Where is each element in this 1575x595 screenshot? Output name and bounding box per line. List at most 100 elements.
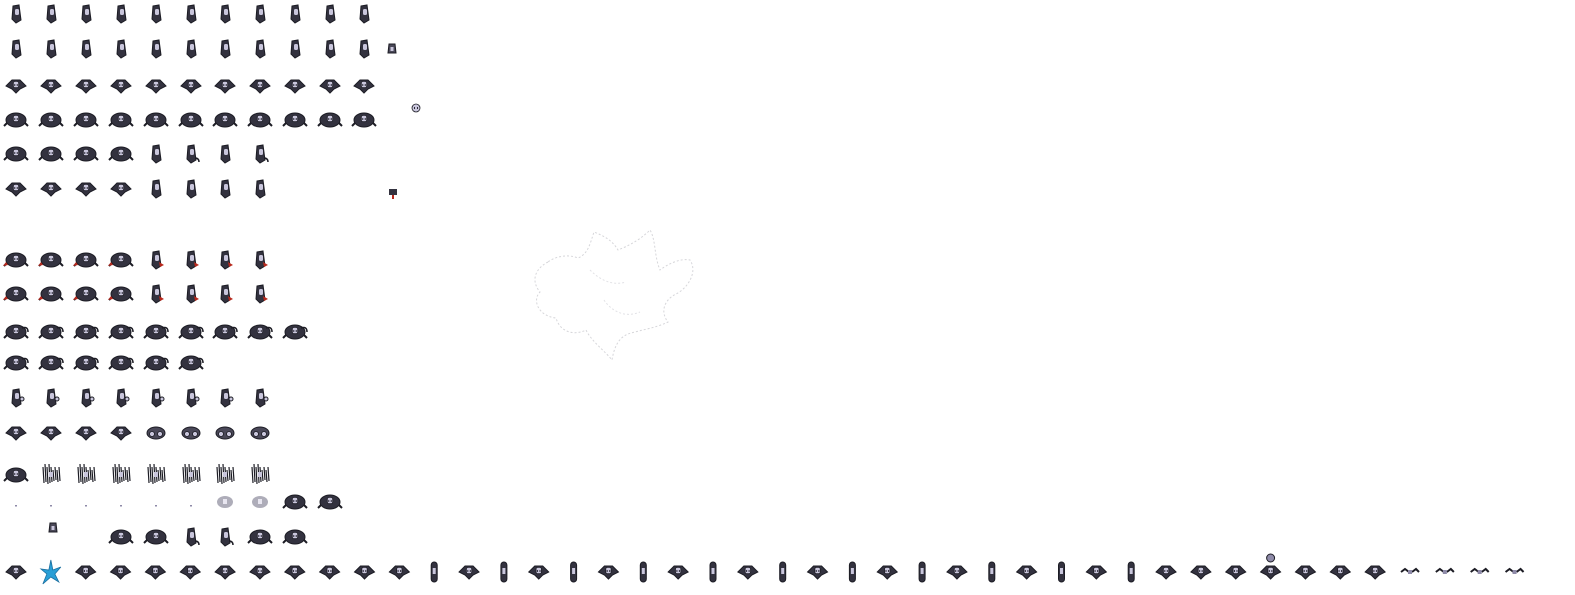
sprite-frame-round-tail <box>108 355 134 371</box>
sprite-row-r15 <box>48 522 308 547</box>
sprite-frame-fade <box>252 496 268 508</box>
sprite-frame-round <box>282 112 308 128</box>
sprite-frame-scatter <box>1400 567 1420 574</box>
sprite-frame-side <box>255 179 266 199</box>
sprite-frame-wide <box>75 426 97 441</box>
sprite-row-r8 <box>3 284 268 304</box>
sprite-frame-wide <box>110 182 132 197</box>
sprite-frame-wide <box>597 565 620 580</box>
sprite-frame-wide <box>1015 565 1038 580</box>
sprite-frame-wide <box>5 182 27 197</box>
sprite-frame-wide <box>74 565 97 580</box>
sprite-frame-wide <box>458 565 480 580</box>
sprite-frame-tiny-tag <box>389 189 397 199</box>
sprite-frame-side-ring <box>46 388 60 408</box>
sprite-frame-side-ring <box>151 388 165 408</box>
sprite-frame-round-tail <box>178 355 204 371</box>
sprite-frame-side <box>186 4 197 24</box>
sprite-frame-side-ring <box>11 388 25 408</box>
sprite-frame-round <box>317 494 343 510</box>
sprite-frame-round-tail <box>38 324 64 340</box>
sprite-frame-curl <box>215 426 235 440</box>
sprite-frame-side <box>46 39 57 59</box>
sprite-frame-capsule <box>430 561 438 583</box>
sprite-frame-side <box>359 39 370 59</box>
sprite-frame-dot <box>15 505 17 507</box>
sprite-frame-shatter <box>112 463 131 485</box>
sprite-row-r9 <box>3 324 308 340</box>
sprite-frame-small-head <box>387 43 397 54</box>
sprite-frame-wide <box>388 565 411 580</box>
sprite-frame-tiny-ghost <box>411 103 421 113</box>
sprite-frame-side-red <box>186 284 199 304</box>
sprite-frame-capsule <box>848 561 856 583</box>
sprite-frame-round-tail <box>282 324 308 340</box>
sprite-row-r7 <box>3 250 268 270</box>
sprite-frame-wide <box>144 565 167 580</box>
sprite-frame-round <box>38 112 64 128</box>
sprite-frame-wide <box>1155 565 1177 580</box>
sprite-frame-wide <box>5 565 27 580</box>
sprite-frame-round-tail <box>3 324 29 340</box>
sprite-frame-dot <box>85 505 87 507</box>
sprite-frame-wide <box>876 565 899 580</box>
sprite-frame-dot <box>155 505 157 507</box>
sprite-frame-dot <box>190 505 192 507</box>
sprite-frame-wide <box>1329 565 1352 580</box>
sprite-frame-wide <box>667 565 689 580</box>
sprite-frame-wide-head <box>1259 553 1282 580</box>
sprite-frame-side <box>325 39 336 59</box>
sprite-frame-wide <box>353 565 376 580</box>
sprite-frame-side <box>186 39 197 59</box>
sprite-frame-wide <box>249 565 271 580</box>
sprite-frame-side-curl <box>186 527 200 547</box>
sprite-frame-wide <box>319 79 341 94</box>
sprite-frame-side <box>116 4 127 24</box>
sprite-frame-side-ring <box>116 388 130 408</box>
sprite-frame-round <box>282 494 308 510</box>
sprite-frame-round-red <box>3 286 29 302</box>
sprite-frame-side <box>116 39 127 59</box>
sprite-frame-side-red <box>220 250 233 270</box>
sprite-frame-side <box>255 4 266 24</box>
sprite-frame-round-tail <box>212 324 238 340</box>
sprite-frame-shatter <box>147 463 166 485</box>
sprite-frame-wide <box>180 79 202 94</box>
sprite-frame-capsule <box>1058 561 1065 583</box>
sprite-frame-side <box>290 4 301 24</box>
sprite-frame-wide <box>1294 565 1317 580</box>
sprite-frame-round-red <box>108 252 134 268</box>
sprite-frame-wide <box>737 565 759 580</box>
sprite-frame-wide <box>40 426 62 441</box>
sprite-row-r1 <box>11 4 370 24</box>
sprite-frame-round-tail <box>38 355 64 371</box>
sprite-frame-capsule <box>779 561 787 583</box>
sprite-frame-wide <box>214 565 236 580</box>
sprite-frame-side <box>290 39 301 59</box>
sprite-frame-curl <box>250 426 270 440</box>
sprite-frame-round <box>108 529 134 545</box>
sprite-frame-wide <box>1190 565 1212 580</box>
sprite-frame-wide <box>5 79 27 94</box>
sprite-frame-fade <box>217 496 233 508</box>
sprite-frame-capsule <box>639 561 647 583</box>
sprite-frame-round <box>351 112 377 128</box>
sprite-row-r14 <box>15 494 343 510</box>
sprite-frame-round-tail <box>247 324 273 340</box>
sprite-frame-shatter <box>182 463 201 485</box>
sprite-frame-curl <box>181 426 201 440</box>
sprite-frame-round <box>247 112 273 128</box>
sprite-frame-splash <box>39 559 62 585</box>
sprite-frame-side <box>220 179 231 199</box>
sprite-frame-round <box>73 112 99 128</box>
sprite-frame-side-red <box>220 284 233 304</box>
sprite-frame-side <box>220 144 231 164</box>
sprite-frame-side <box>151 144 162 164</box>
sprite-frame-wide <box>283 565 306 580</box>
sprite-frame-round-red <box>38 252 64 268</box>
sprite-frame-wide <box>75 79 97 94</box>
sprite-frame-round <box>3 146 29 162</box>
sprite-frame-round <box>108 112 134 128</box>
sprite-frame-side-curl <box>186 144 200 164</box>
sprite-frame-side <box>11 4 22 24</box>
